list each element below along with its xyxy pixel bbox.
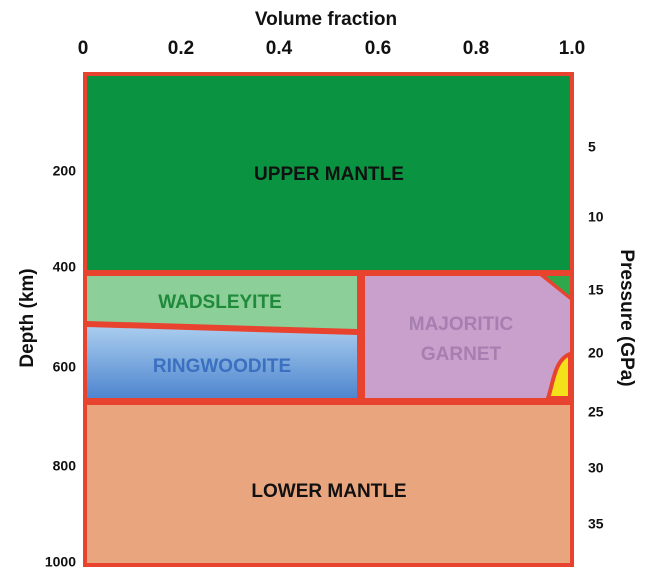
- region-label: UPPER MANTLE: [254, 164, 404, 185]
- majoritic-garnet-region: [365, 276, 570, 398]
- left-tick-label: 200: [53, 163, 77, 179]
- right-tick-label: 25: [588, 404, 604, 420]
- right-tick-label: 20: [588, 345, 604, 361]
- region-label: MAJORITIC: [409, 314, 514, 335]
- upper-mantle-region: [87, 76, 570, 270]
- left-tick-label: 800: [53, 458, 77, 474]
- left-tick-label: 1000: [45, 554, 76, 570]
- top-tick-label: 0.8: [463, 38, 489, 59]
- region-label: WADSLEYITE: [158, 292, 282, 313]
- top-tick-label: 0: [78, 38, 89, 59]
- top-tick-label: 0.4: [266, 38, 293, 59]
- right-ticks: 5 10 15 20 25 30 35: [588, 139, 604, 532]
- left-ticks: 200 400 600 800 1000: [45, 163, 76, 570]
- lower-mantle-region: [87, 405, 570, 563]
- region-label: LOWER MANTLE: [251, 481, 406, 502]
- corner-region: [546, 276, 570, 296]
- right-tick-label: 30: [588, 460, 604, 476]
- left-tick-label: 600: [53, 359, 77, 375]
- region-label: RINGWOODITE: [153, 356, 291, 377]
- top-tick-label: 0.6: [365, 38, 391, 59]
- left-tick-label: 400: [53, 259, 77, 275]
- top-axis-label: Volume fraction: [255, 9, 397, 30]
- top-tick-label: 0.2: [168, 38, 194, 59]
- right-tick-label: 5: [588, 139, 596, 155]
- top-tick-label: 1.0: [559, 38, 585, 59]
- right-tick-label: 15: [588, 282, 604, 298]
- right-tick-label: 10: [588, 209, 604, 225]
- wadsleyite-region: [87, 276, 357, 329]
- right-axis-label: Pressure (GPa): [616, 249, 637, 386]
- left-axis-label: Depth (km): [17, 268, 38, 367]
- right-tick-label: 35: [588, 516, 604, 532]
- yellow-region: [545, 351, 572, 400]
- ringwoodite-region: [87, 327, 357, 398]
- top-ticks: 0 0.2 0.4 0.6 0.8 1.0: [78, 38, 586, 59]
- region-label: GARNET: [421, 344, 502, 365]
